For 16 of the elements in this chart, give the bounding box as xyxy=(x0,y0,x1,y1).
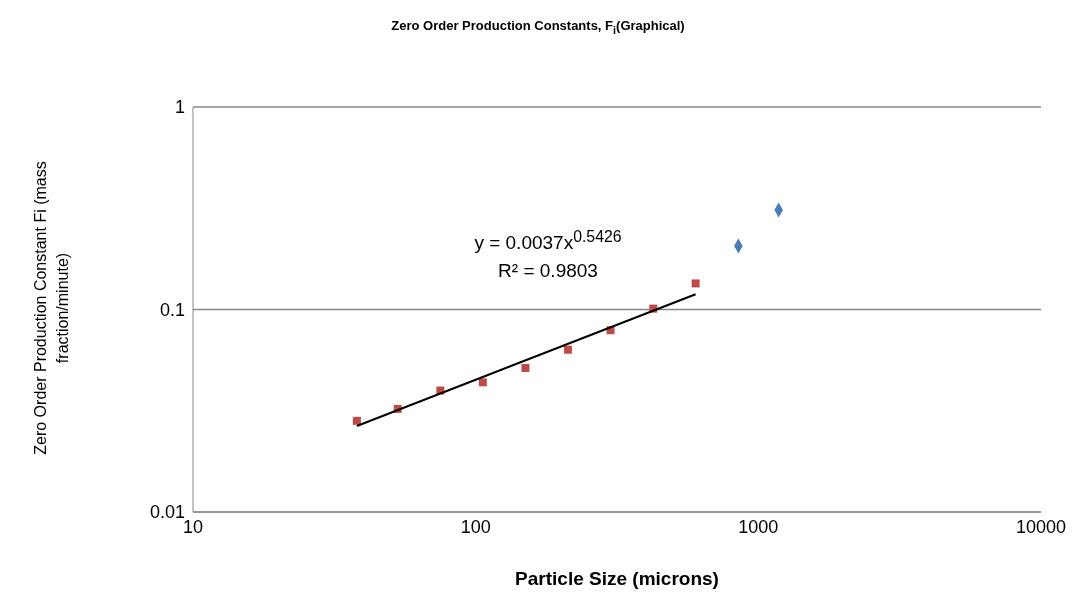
chart-title: Zero Order Production Constants, F$_{i}$(Graphical) xyxy=(390,18,686,36)
y-tick-label: 0.01 xyxy=(149,502,185,523)
x-axis-title: Particle Size (microns) xyxy=(514,568,720,590)
x-tick-label: 1000 xyxy=(738,516,779,537)
y-tick-label: 0.1 xyxy=(159,299,185,320)
y-axis-title: Zero Order Production Constant Fi (mass fraction/minute) xyxy=(31,160,72,457)
x-tick-label: 10000 xyxy=(1015,516,1067,537)
x-tick-label: 100 xyxy=(460,516,491,537)
annotation: R² = 0.9803 xyxy=(497,259,599,284)
point xyxy=(521,364,530,373)
annotation: y = 0.0037x$^{0.5426}$ xyxy=(473,227,623,256)
point xyxy=(352,416,361,425)
point xyxy=(563,345,572,354)
point xyxy=(691,279,700,288)
y-tick-label: 1 xyxy=(174,97,185,118)
point xyxy=(478,378,487,387)
